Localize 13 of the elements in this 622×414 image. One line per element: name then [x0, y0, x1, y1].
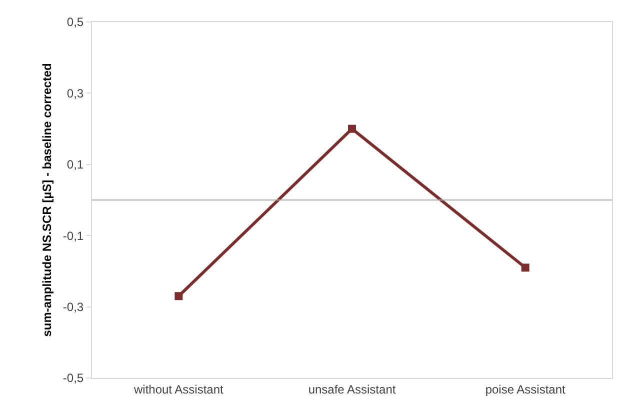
point [174, 292, 183, 300]
y-tick-label: -0,1 [62, 228, 84, 243]
x-tick-label: poise Assistant [485, 382, 566, 396]
x-tick-label: without Assistant [132, 382, 224, 396]
point [521, 264, 530, 272]
y-tick-label: 0,1 [66, 158, 84, 172]
y-tick-label: 0,3 [66, 86, 84, 100]
y-tick-label: -0,3 [62, 300, 84, 314]
y-tick-label: 0,5 [66, 15, 84, 30]
y-axis-title: sum-anplitude NS.SCR [µS] - baseline corrected [40, 63, 54, 337]
point [348, 124, 356, 133]
x-tick-label: unsafe Assistant [308, 382, 396, 396]
y-tick-label: -0,5 [62, 371, 84, 386]
